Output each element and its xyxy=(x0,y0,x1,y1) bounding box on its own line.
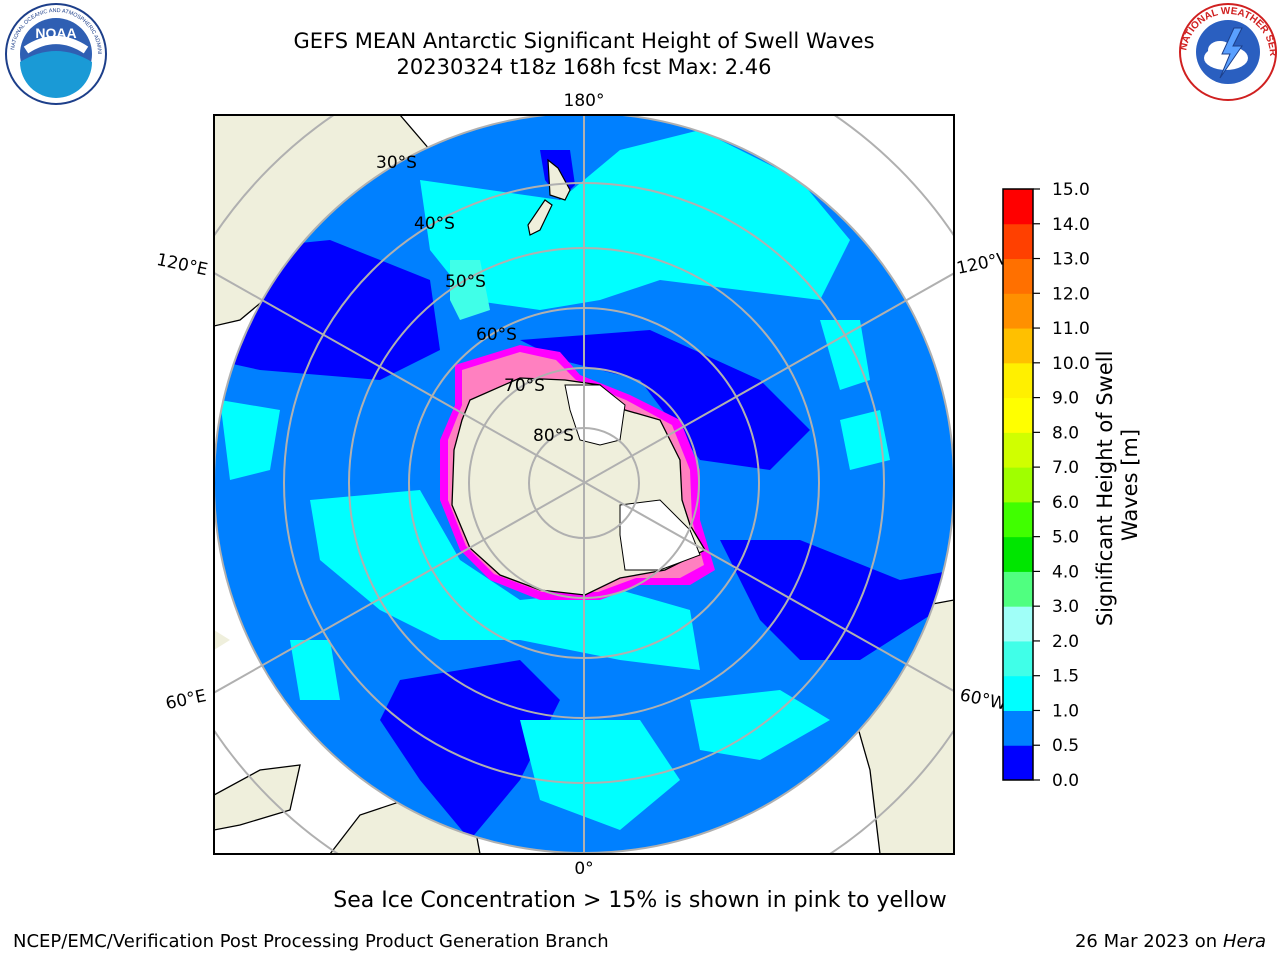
lat-label-50s: 50°S xyxy=(445,272,486,292)
lat-label-30s: 30°S xyxy=(376,153,417,173)
footer-host: Hera xyxy=(1222,931,1266,952)
lat-label-60s: 60°S xyxy=(476,325,517,345)
caption: Sea Ice Concentration > 15% is shown in … xyxy=(333,888,947,913)
nws-logo: NATIONAL WEATHER SERVICE xyxy=(1176,0,1278,101)
svg-text:NOAA: NOAA xyxy=(35,25,76,41)
new-zealand xyxy=(547,158,571,201)
map-frame xyxy=(213,114,955,855)
graticule xyxy=(214,115,954,854)
lon-label-60w: 60°W xyxy=(958,685,1008,714)
noaa-logo: NOAA NATIONAL OCEANIC AND ATMOSPHERIC AD… xyxy=(2,0,107,105)
chart-title: GEFS MEAN Antarctic Significant Height o… xyxy=(293,29,875,53)
lat-label-70s: 70°S xyxy=(504,376,545,396)
lon-label-0: 0° xyxy=(574,859,593,879)
lon-label-60e: 60°E xyxy=(164,686,208,714)
lat-label-80s: 80°S xyxy=(533,426,574,446)
lon-label-180: 180° xyxy=(564,91,605,111)
chart-subtitle: 20230324 t18z 168h fcst Max: 2.46 xyxy=(396,55,772,79)
footer-credit: NCEP/EMC/Verification Post Processing Pr… xyxy=(13,931,609,952)
lon-label-120e: 120°E xyxy=(155,250,210,280)
footer-date-text: 26 Mar 2023 on xyxy=(1074,931,1218,952)
lat-label-40s: 40°S xyxy=(414,214,455,234)
footer-date: 26 Mar 2023 on Hera xyxy=(1075,931,1266,952)
lon-label-120w: 120°W xyxy=(955,247,1016,279)
